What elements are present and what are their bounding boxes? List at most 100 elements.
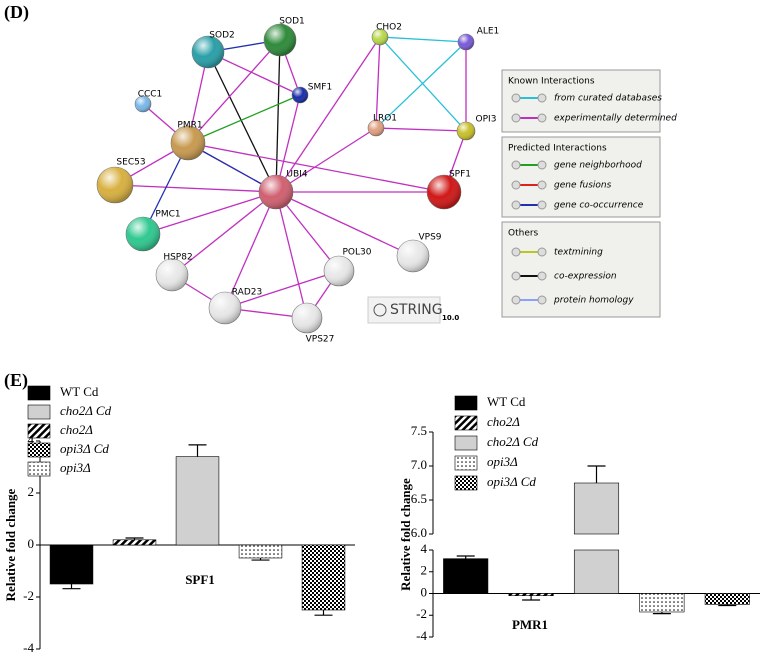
node-shine <box>259 175 293 209</box>
node-label: SMF1 <box>308 83 332 93</box>
edge <box>224 270 340 309</box>
legend-item: gene co-occurrence <box>554 201 644 211</box>
node-shine <box>264 24 296 56</box>
node-shine <box>427 175 461 209</box>
legend-dot <box>511 247 521 257</box>
annotation: PMR1 <box>512 617 548 632</box>
node-shine <box>209 292 241 324</box>
node-label: LRO1 <box>373 114 397 124</box>
edge <box>375 36 381 129</box>
legend-dot <box>511 93 521 103</box>
edge <box>275 191 308 319</box>
node-label: UBI4 <box>286 170 307 180</box>
legend-label: opi3Δ <box>487 454 518 469</box>
legend-swatch <box>454 455 478 471</box>
y-tick-label: 7.5 <box>411 423 427 438</box>
bar <box>639 593 685 613</box>
node-label: VPS9 <box>418 233 441 243</box>
node-shine <box>324 256 354 286</box>
legend-swatch <box>27 461 51 477</box>
edge <box>275 36 381 193</box>
edge <box>224 191 277 309</box>
y-axis-label: Relative fold change <box>398 478 413 591</box>
legend-dot <box>537 247 547 257</box>
node-shine <box>97 167 133 203</box>
edge <box>375 41 467 129</box>
legend-box <box>501 221 661 318</box>
bar <box>49 544 94 585</box>
edge <box>375 127 467 132</box>
legend-label: WT Cd <box>60 384 99 399</box>
edge <box>379 36 467 132</box>
legend-dot <box>511 113 521 123</box>
legend-dot <box>511 271 521 281</box>
y-tick-label: -4 <box>416 628 427 643</box>
node-shine <box>457 122 475 140</box>
node-shine <box>156 259 188 291</box>
legend-swatch <box>454 415 478 431</box>
legend-label: cho2Δ <box>487 414 520 429</box>
node-label: RAD23 <box>232 288 262 298</box>
y-tick-label: 4 <box>28 432 35 447</box>
y-tick-label: -2 <box>23 588 34 603</box>
legend-dot <box>511 200 521 210</box>
legend-dot <box>511 180 521 190</box>
bar <box>238 544 283 559</box>
edge <box>207 51 277 193</box>
edge <box>379 36 467 43</box>
node-label: SOD1 <box>279 17 304 27</box>
node-label: ALE1 <box>477 27 500 37</box>
legend-title: Others <box>508 229 539 239</box>
panel-label: (E) <box>4 370 28 391</box>
charts: -4 -2 0 2 4 Relative fold change SPF1 WT Cd cho2… <box>3 384 760 654</box>
legend-item: gene fusions <box>554 181 612 191</box>
logo-box <box>367 296 441 324</box>
node-label: PMR1 <box>177 121 202 131</box>
legend-item: protein homology <box>553 296 634 306</box>
y-tick-label: 0 <box>28 536 35 551</box>
y-tick-label: 6.5 <box>411 491 427 506</box>
legend-dot <box>511 295 521 305</box>
legend-dot <box>537 113 547 123</box>
logo-version: 10.0 <box>442 314 459 322</box>
legend-swatch <box>27 404 51 420</box>
node-label: SPF1 <box>449 170 471 180</box>
legend-box <box>501 136 661 218</box>
node-shine <box>292 303 322 333</box>
legend-label: cho2Δ Cd <box>487 434 539 449</box>
bar <box>573 482 620 535</box>
legend-box <box>501 69 661 133</box>
bar <box>508 593 554 596</box>
annotation: SPF1 <box>185 572 215 587</box>
node-label: VPS27 <box>306 335 335 345</box>
legend-item: gene neighborhood <box>554 161 642 171</box>
legend-swatch <box>454 395 478 411</box>
legend-swatch <box>27 385 51 401</box>
legend-title: Known Interactions <box>508 77 595 87</box>
panel-label: (D) <box>4 2 29 23</box>
legend-label: cho2Δ <box>60 422 93 437</box>
legend-swatch <box>454 475 478 491</box>
node-shine <box>368 120 384 136</box>
legend-item: from curated databases <box>554 94 662 104</box>
edge <box>275 191 414 257</box>
legend-dot <box>537 180 547 190</box>
bar <box>112 539 157 546</box>
legend-label: WT Cd <box>487 394 526 409</box>
legend-dot <box>537 160 547 170</box>
edge <box>142 191 277 235</box>
node-label: CHO2 <box>376 23 402 33</box>
legend-dot <box>511 160 521 170</box>
legend-swatch <box>27 423 51 439</box>
legend-dot <box>537 93 547 103</box>
edge <box>275 127 377 193</box>
legend-dot <box>537 200 547 210</box>
bar <box>175 456 220 546</box>
edge <box>187 142 445 193</box>
node-label: PMC1 <box>155 210 180 220</box>
node-label: CCC1 <box>138 90 163 100</box>
legend-label: opi3Δ Cd <box>60 441 109 456</box>
edge <box>187 39 281 144</box>
logo-icon <box>373 303 387 317</box>
